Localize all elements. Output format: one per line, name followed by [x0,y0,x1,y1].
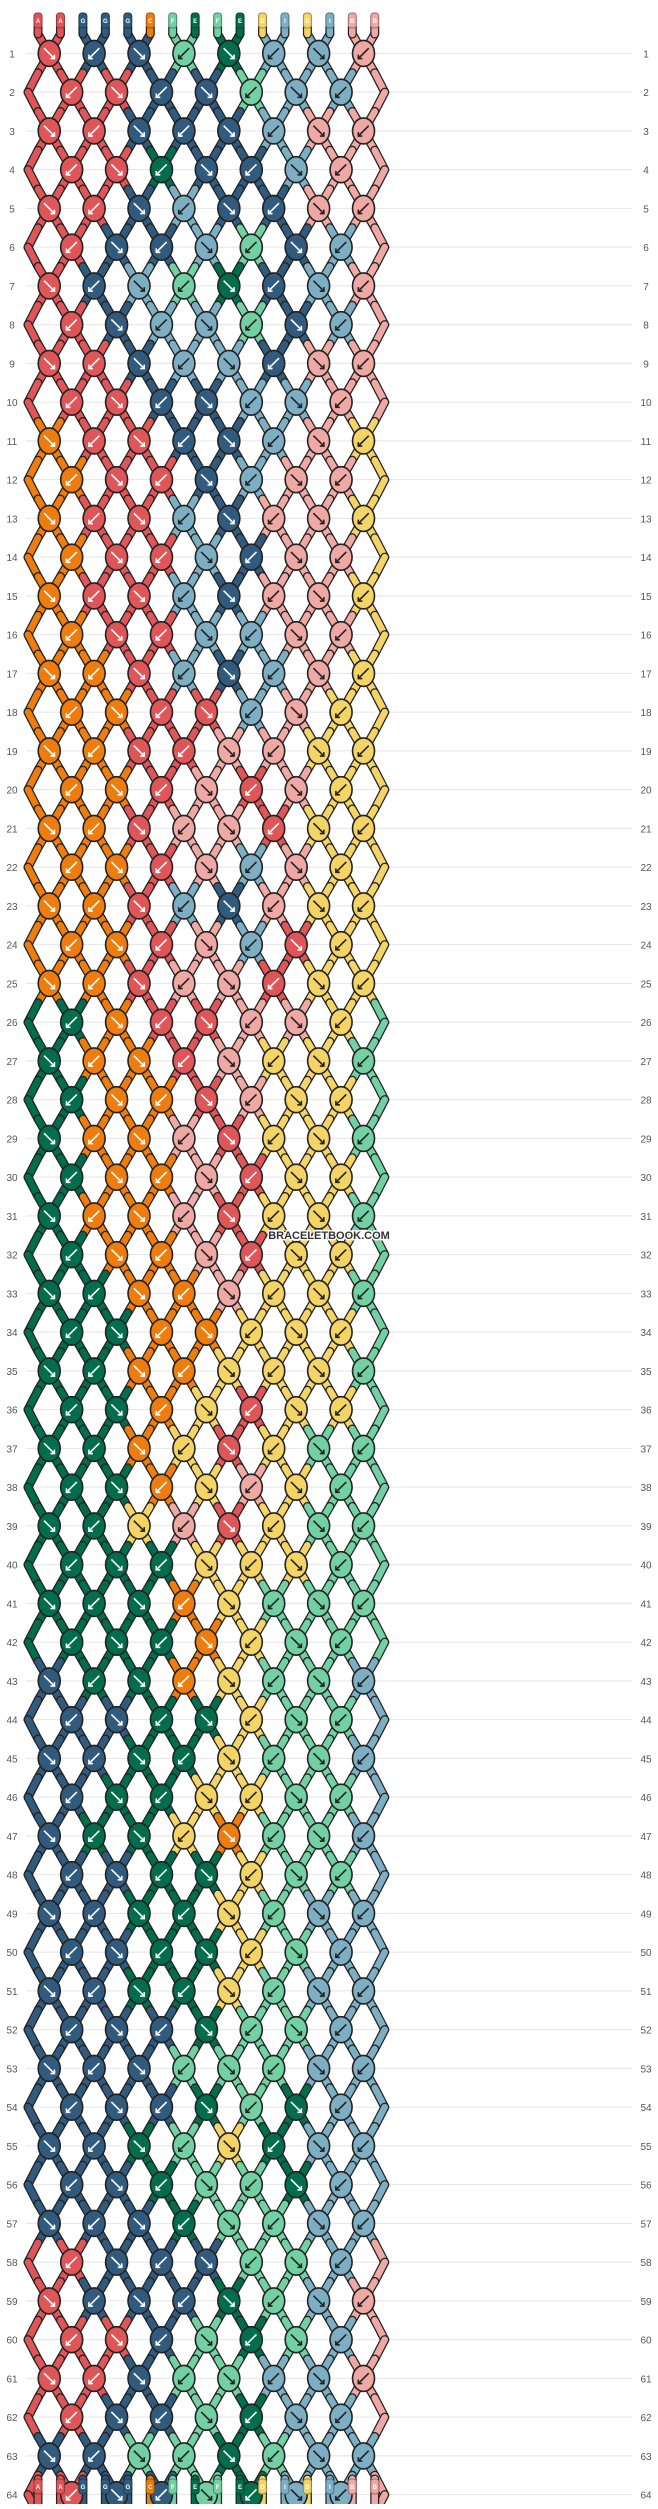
knot-markers [38,40,374,2504]
